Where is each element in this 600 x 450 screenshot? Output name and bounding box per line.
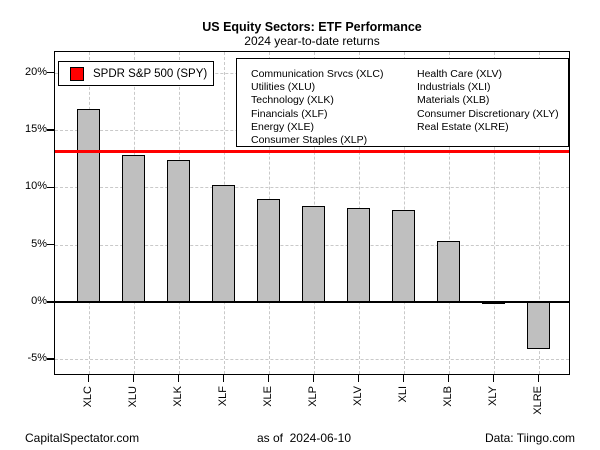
- footer-data-source: Data: Tiingo.com: [484, 431, 575, 445]
- y-tick-label-5: 5%: [31, 237, 47, 250]
- x-tick-label-xlf: XLF: [216, 386, 229, 407]
- chart-title: US Equity Sectors: ETF Performance: [202, 20, 422, 34]
- spy-legend-swatch-icon: [70, 66, 84, 81]
- legend-item-xly: Consumer Discretionary (XLY): [417, 107, 559, 120]
- y-tick-label--5: -5%: [27, 352, 47, 365]
- y-axis-tick-5: [47, 243, 55, 246]
- spy-legend-label: SPDR S&P 500 (SPY): [93, 67, 208, 80]
- legend-item-xli: Industrials (XLI): [417, 81, 491, 94]
- y-tick-label-0: 0%: [31, 294, 47, 307]
- y-tick-label-15: 15%: [24, 122, 47, 135]
- bar-xlf: [212, 184, 235, 302]
- x-tick-label-xlk: XLK: [171, 386, 184, 407]
- x-tick-label-xlv: XLV: [351, 386, 364, 406]
- x-axis-tick-xlc: [87, 374, 90, 382]
- bar-xlp: [302, 205, 325, 302]
- x-tick-label-xle: XLE: [261, 386, 274, 407]
- y-axis-tick--5: [47, 358, 55, 360]
- x-axis-tick-xlu: [132, 374, 135, 382]
- horizontal-gridline-10: [55, 187, 569, 189]
- legend-item-xlv: Health Care (XLV): [417, 68, 503, 80]
- bar-xlk: [167, 159, 190, 302]
- x-axis-tick-xlre: [537, 374, 540, 382]
- x-axis-tick-xlf: [222, 374, 225, 382]
- legend-item-xlb: Materials (XLB): [417, 94, 490, 107]
- legend-item-xlp: Consumer Staples (XLP): [251, 134, 368, 147]
- plot-area: SPDR S&P 500 (SPY) Communication Srvcs (…: [54, 51, 570, 375]
- x-tick-label-xlp: XLP: [306, 386, 319, 407]
- legend-item-xlk: Technology (XLK): [251, 94, 334, 107]
- sector-legend-column-2: Health Care (XLV) Industrials (XLI) Mate…: [417, 68, 568, 146]
- x-axis-tick-xlp: [312, 374, 315, 382]
- footer-source-left: CapitalSpectator.com: [25, 431, 140, 445]
- bar-xle: [257, 198, 280, 302]
- sector-legend-column-1: Communication Srvcs (XLC) Utilities (XLU…: [237, 68, 417, 146]
- x-axis-tick-xli: [402, 374, 405, 382]
- legend-item-xlu: Utilities (XLU): [251, 81, 316, 94]
- x-axis-tick-xle: [267, 374, 270, 382]
- y-axis-tick-10: [47, 186, 55, 189]
- x-tick-label-xli: XLI: [396, 386, 409, 403]
- bar-xli: [392, 210, 415, 302]
- bar-xlu: [122, 155, 145, 302]
- bar-xly: [482, 301, 505, 304]
- spy-reference-line: [55, 150, 569, 154]
- x-tick-label-xly: XLY: [486, 386, 499, 406]
- bar-xlc: [77, 109, 100, 302]
- legend-item-xle: Energy (XLE): [251, 120, 315, 133]
- x-tick-label-xlb: XLB: [441, 386, 454, 407]
- y-tick-label-10: 10%: [24, 180, 47, 193]
- y-axis-tick-0: [47, 301, 55, 303]
- vertical-gridline-xlre: [538, 52, 540, 374]
- footer-as-of-date: as of 2024-06-10: [256, 431, 352, 445]
- vertical-gridline-xlb: [448, 52, 450, 374]
- legend-item-xlre: Real Estate (XLRE): [417, 120, 509, 133]
- x-axis-tick-xlb: [447, 374, 450, 382]
- chart-subtitle: 2024 year-to-date returns: [244, 34, 380, 48]
- zero-axis-line: [55, 301, 569, 303]
- bar-xlb: [437, 241, 460, 302]
- x-tick-label-xlre: XLRE: [531, 386, 544, 415]
- y-tick-label-20: 20%: [24, 65, 47, 78]
- spy-legend-box: SPDR S&P 500 (SPY): [58, 61, 214, 86]
- horizontal-gridline--5: [55, 359, 569, 361]
- x-axis-tick-xlv: [357, 374, 360, 382]
- vertical-gridline-xly: [493, 52, 495, 374]
- legend-item-xlf: Financials (XLF): [251, 107, 328, 120]
- sector-legend-box: Communication Srvcs (XLC) Utilities (XLU…: [236, 58, 569, 147]
- y-axis-tick-15: [47, 129, 55, 131]
- legend-item-xlc: Communication Srvcs (XLC): [251, 68, 384, 80]
- x-axis-tick-xlk: [177, 374, 180, 382]
- x-tick-label-xlc: XLC: [81, 386, 94, 408]
- bar-xlre: [527, 301, 550, 349]
- y-axis-tick-20: [47, 71, 55, 74]
- bar-xlv: [347, 207, 370, 302]
- x-axis-tick-xly: [492, 374, 495, 382]
- x-tick-label-xlu: XLU: [126, 386, 139, 408]
